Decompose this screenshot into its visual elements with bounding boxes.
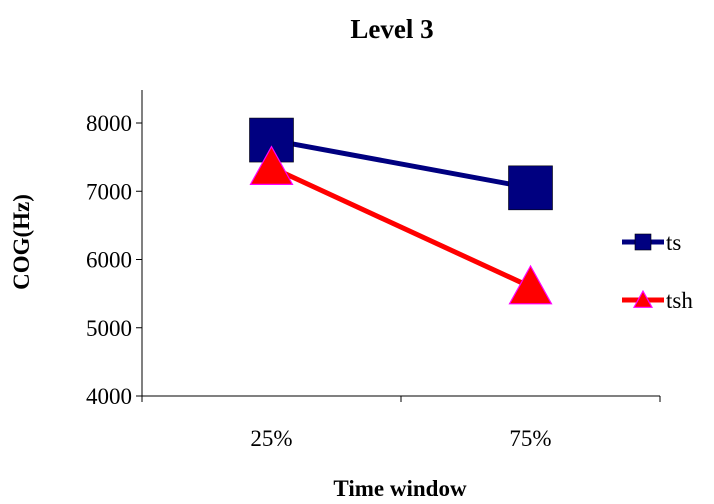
legend-label: tsh	[666, 288, 693, 313]
legend-label: ts	[666, 230, 681, 255]
series-line-ts	[271, 137, 531, 191]
chart-title: Level 3	[350, 14, 433, 44]
x-tick-label: 25%	[250, 426, 292, 451]
legend: ts tsh	[622, 230, 693, 313]
y-tick-label: 7000	[86, 179, 132, 204]
y-ticks: 4000 5000 6000 7000 8000	[86, 111, 142, 409]
legend-item-tsh: tsh	[622, 288, 693, 313]
legend-item-ts: ts	[622, 230, 681, 255]
series-tsh	[249, 145, 553, 305]
x-tick-label: 75%	[509, 426, 551, 451]
data-point-ts	[508, 165, 553, 211]
series-line-tsh	[270, 165, 532, 290]
y-tick-label: 4000	[86, 384, 132, 409]
y-tick-label: 8000	[86, 111, 132, 136]
y-axis-label: COG(Hz)	[9, 194, 34, 290]
legend-marker-tsh	[632, 289, 654, 308]
data-point-tsh	[508, 264, 553, 305]
x-ticks: 25% 75%	[141, 396, 661, 451]
series-ts	[249, 117, 553, 211]
x-axis-label: Time window	[333, 476, 467, 501]
legend-marker-ts	[634, 233, 652, 251]
series-layer	[249, 117, 553, 305]
y-tick-label: 5000	[86, 316, 132, 341]
data-point-tsh	[249, 145, 294, 185]
y-tick-label: 6000	[86, 248, 132, 273]
